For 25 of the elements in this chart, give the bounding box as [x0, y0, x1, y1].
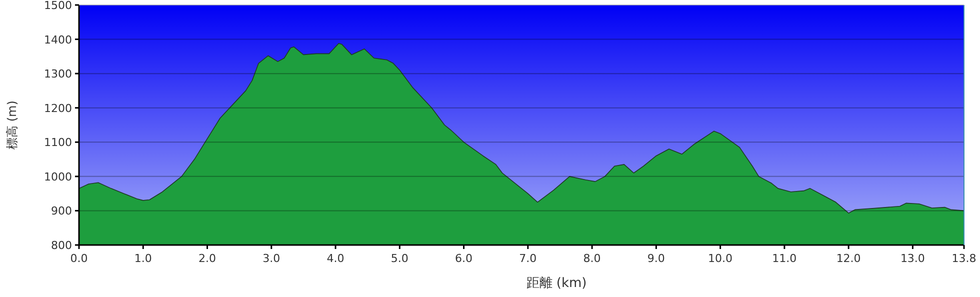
x-tick-label: 13.0	[900, 252, 925, 265]
x-tick-label: 2.0	[198, 252, 216, 265]
y-axis-title: 標高 (m)	[5, 100, 19, 150]
x-tick-label: 8.0	[583, 252, 601, 265]
x-tick-label: 1.0	[134, 252, 152, 265]
x-tick-label: 4.0	[326, 252, 344, 265]
y-tick-label: 1300	[44, 68, 72, 81]
x-tick-label: 7.0	[519, 252, 537, 265]
y-tick-label: 900	[51, 204, 72, 218]
y-tick-label: 1100	[44, 136, 72, 150]
x-tick-label: 10.0	[708, 252, 733, 265]
x-tick-label: 6.0	[455, 252, 473, 265]
x-tick-label: 3.0	[262, 252, 280, 265]
x-tick-label: 9.0	[647, 252, 665, 265]
x-tick-label: 5.0	[390, 252, 408, 265]
x-tick-label: 0.0	[70, 252, 88, 265]
x-tick-label: 13.8	[952, 252, 976, 265]
y-tick-label: 1500	[44, 0, 72, 12]
x-axis-title: 距離 (km)	[526, 276, 587, 291]
y-tick-label: 1000	[44, 170, 72, 184]
x-tick-label: 12.0	[836, 252, 861, 265]
y-tick-label: 1400	[44, 33, 72, 46]
y-tick-label: 1200	[44, 102, 72, 115]
x-tick-label: 11.0	[772, 252, 797, 265]
y-tick-label: 800	[51, 239, 72, 252]
